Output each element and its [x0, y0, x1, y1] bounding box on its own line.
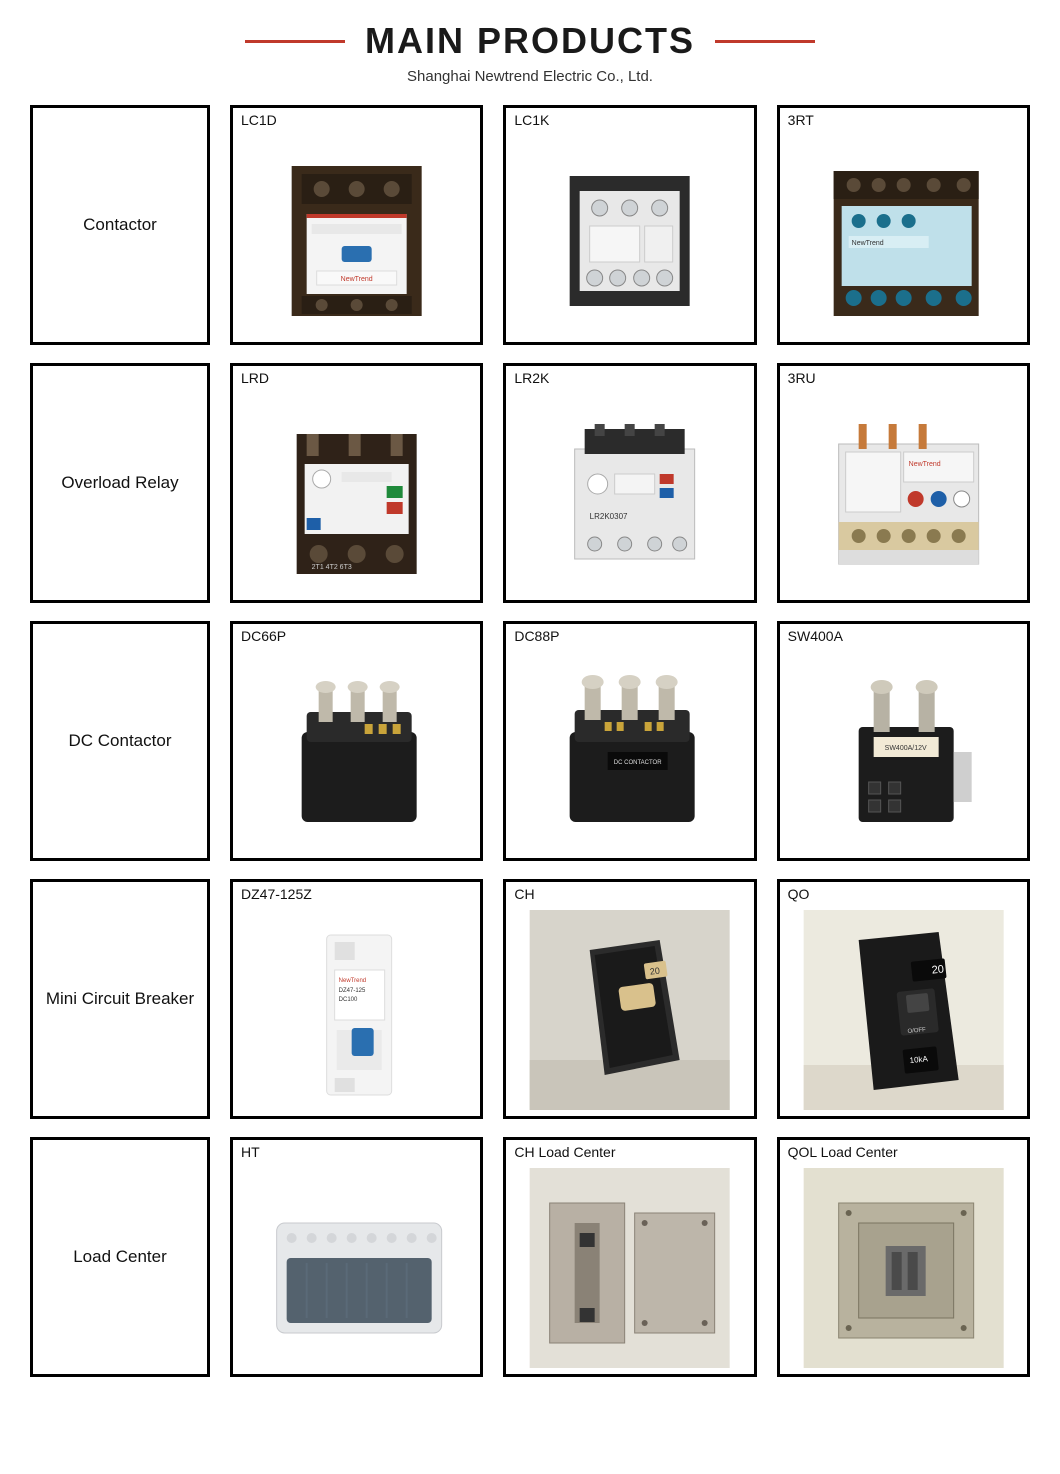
page-subtitle: Shanghai Newtrend Electric Co., Ltd. [30, 68, 1030, 85]
category-overload-relay: Overload Relay [30, 363, 210, 603]
product-image [233, 646, 480, 858]
svg-text:NewTrend: NewTrend [341, 276, 373, 283]
svg-text:2T1 4T2 6T3: 2T1 4T2 6T3 [312, 564, 352, 571]
product-dc66p: DC66P [230, 621, 483, 861]
svg-text:NewTrend: NewTrend [339, 978, 366, 984]
product-ht: HT [230, 1137, 483, 1377]
svg-text:20: 20 [649, 965, 660, 976]
product-code: LC1D [233, 108, 480, 130]
product-lc1d: LC1D NewTrend [230, 105, 483, 345]
svg-text:20: 20 [931, 963, 944, 976]
product-lrd: LRD 2T1 4T2 6T3 [230, 363, 483, 603]
product-lr2k: LR2K LR2K0307 [503, 363, 756, 603]
product-image [233, 1162, 480, 1374]
category-label: Overload Relay [61, 472, 178, 494]
product-3rt: 3RT NewTrend [777, 105, 1030, 345]
product-qol-load-center: QOL Load Center [777, 1137, 1030, 1377]
product-code: SW400A [780, 624, 1027, 646]
product-image: LR2K0307 [506, 388, 753, 600]
category-label: Contactor [83, 214, 157, 236]
product-image: 2T1 4T2 6T3 [233, 388, 480, 600]
product-code: QO [780, 882, 1027, 904]
product-image: NewTrend [780, 130, 1027, 342]
product-code: LC1K [506, 108, 753, 130]
page-header: MAIN PRODUCTS Shanghai Newtrend Electric… [30, 20, 1030, 85]
svg-text:NewTrend: NewTrend [908, 461, 940, 468]
product-grid: Contactor LC1D NewTrend LC1K [30, 105, 1030, 1377]
product-code: DZ47-125Z [233, 882, 480, 904]
product-code: CH Load Center [506, 1140, 753, 1162]
product-code: LR2K [506, 366, 753, 388]
category-mcb: Mini Circuit Breaker [30, 879, 210, 1119]
svg-text:DC100: DC100 [339, 997, 358, 1003]
product-code: 3RU [780, 366, 1027, 388]
product-image [780, 1162, 1027, 1374]
category-label: Load Center [73, 1246, 167, 1268]
product-image: 20 [506, 904, 753, 1116]
product-code: HT [233, 1140, 480, 1162]
category-label: Mini Circuit Breaker [46, 988, 194, 1010]
category-label: DC Contactor [69, 730, 172, 752]
product-image: SW400A/12V [780, 646, 1027, 858]
product-code: DC88P [506, 624, 753, 646]
product-image: 20 O/OFF 10kA [780, 904, 1027, 1116]
svg-text:DZ47-125: DZ47-125 [339, 988, 366, 994]
category-dc-contactor: DC Contactor [30, 621, 210, 861]
product-ch-load-center: CH Load Center [503, 1137, 756, 1377]
svg-text:SW400A/12V: SW400A/12V [884, 745, 926, 752]
product-image [506, 1162, 753, 1374]
product-image: NewTrend [780, 388, 1027, 600]
product-lc1k: LC1K [503, 105, 756, 345]
product-code: QOL Load Center [780, 1140, 1027, 1162]
product-sw400a: SW400A SW400A/12V [777, 621, 1030, 861]
product-dz47: DZ47-125Z NewTrend DZ47-125 DC100 [230, 879, 483, 1119]
page-title: MAIN PRODUCTS [365, 20, 695, 62]
rule-left [245, 40, 345, 43]
product-qo-breaker: QO 20 O/OFF 10kA [777, 879, 1030, 1119]
svg-text:LR2K0307: LR2K0307 [590, 512, 628, 521]
product-3ru: 3RU NewTrend [777, 363, 1030, 603]
title-row: MAIN PRODUCTS [30, 20, 1030, 62]
product-code: LRD [233, 366, 480, 388]
product-ch-breaker: CH 20 [503, 879, 756, 1119]
product-code: 3RT [780, 108, 1027, 130]
product-image: NewTrend DZ47-125 DC100 [233, 904, 480, 1116]
category-load-center: Load Center [30, 1137, 210, 1377]
svg-text:NewTrend: NewTrend [851, 240, 883, 247]
product-image: NewTrend [233, 130, 480, 342]
product-image: DC CONTACTOR [506, 646, 753, 858]
svg-text:DC CONTACTOR: DC CONTACTOR [614, 760, 662, 766]
product-dc88p: DC88P DC CONTACTOR [503, 621, 756, 861]
rule-right [715, 40, 815, 43]
product-code: CH [506, 882, 753, 904]
product-image [506, 130, 753, 342]
category-contactor: Contactor [30, 105, 210, 345]
product-code: DC66P [233, 624, 480, 646]
